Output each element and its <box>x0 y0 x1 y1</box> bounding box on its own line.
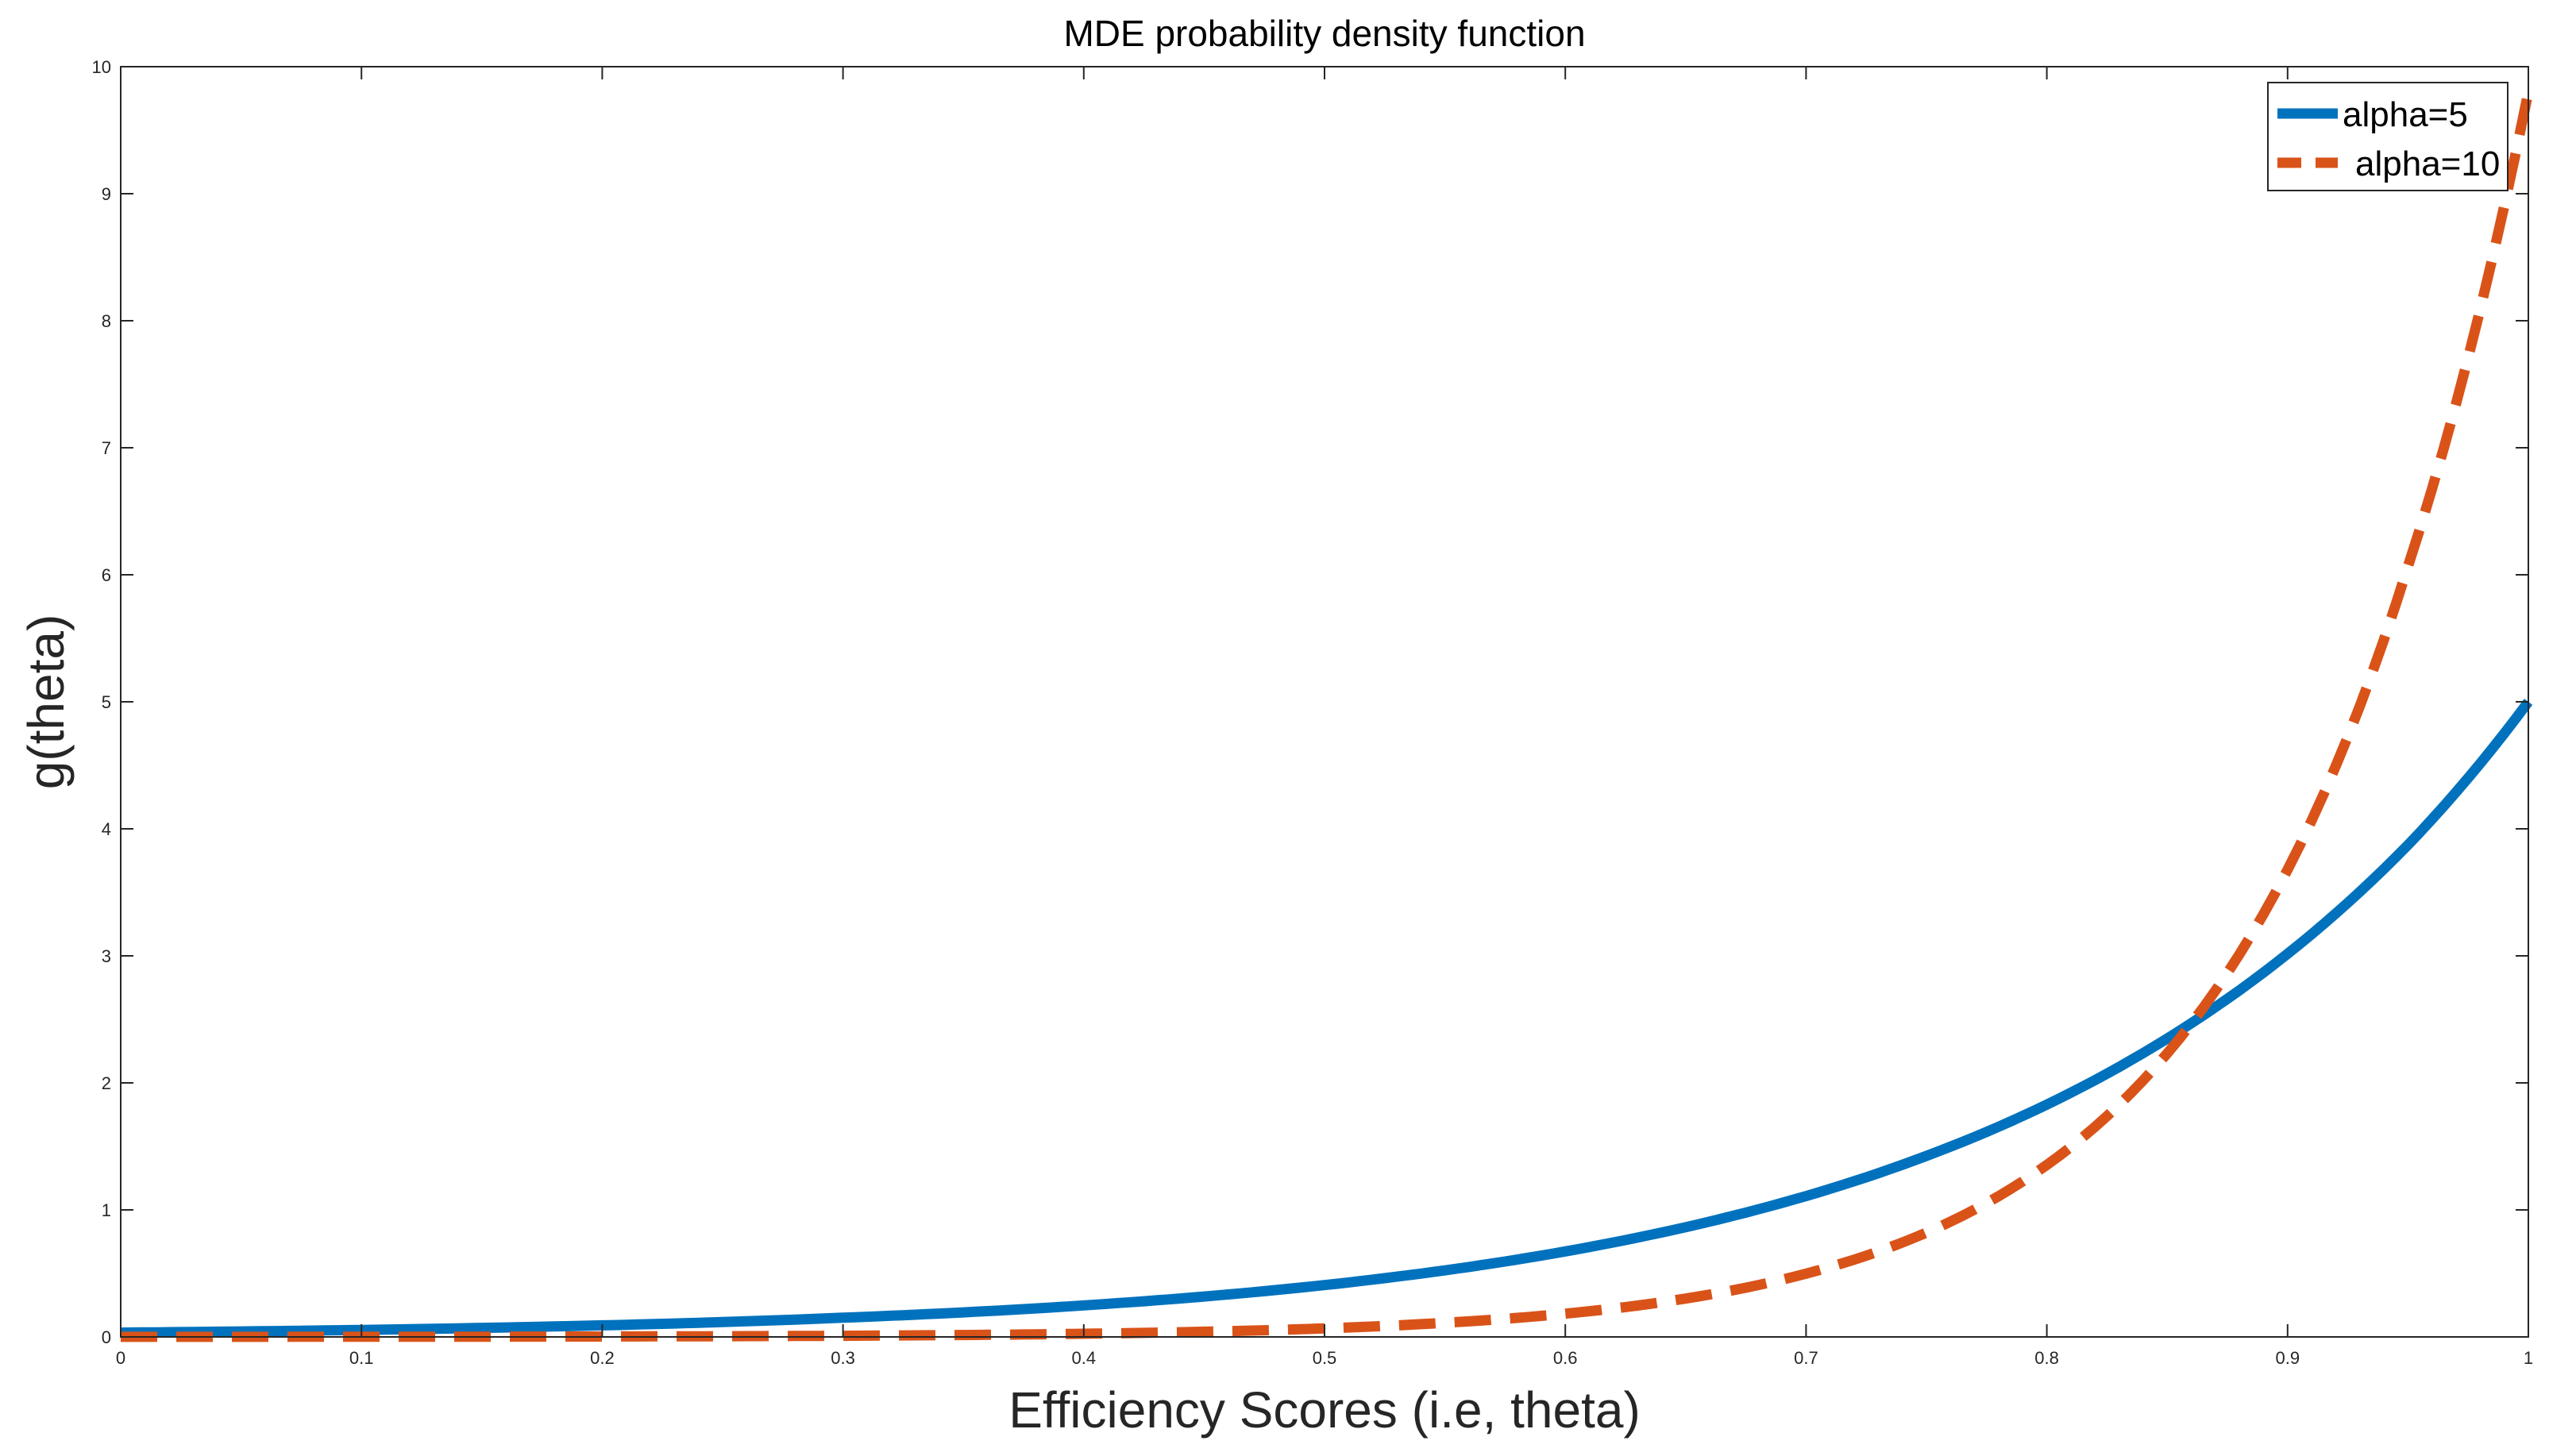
y-axis-label: g(theta) <box>17 614 75 790</box>
y-tick-label: 1 <box>102 1200 111 1220</box>
x-tick-label: 0.9 <box>2276 1348 2300 1368</box>
legend-label-alpha-5: alpha=5 <box>2343 95 2468 134</box>
y-tick-label: 7 <box>102 438 111 458</box>
y-tick-label: 0 <box>102 1327 111 1347</box>
y-tick-label: 2 <box>102 1073 111 1093</box>
y-tick-label: 3 <box>102 946 111 966</box>
x-tick-label: 0.1 <box>349 1348 374 1368</box>
y-tick-label: 9 <box>102 184 111 204</box>
x-tick-label: 0.2 <box>590 1348 615 1368</box>
chart-title: MDE probability density function <box>1063 13 1585 54</box>
y-tick-label: 5 <box>102 692 111 712</box>
x-tick-label: 0.4 <box>1072 1348 1097 1368</box>
plot-area <box>121 67 2528 1337</box>
y-tick-label: 4 <box>102 819 111 839</box>
x-tick-label: 0.8 <box>2034 1348 2059 1368</box>
y-tick-label: 8 <box>102 311 111 331</box>
x-tick-label: 0 <box>116 1348 125 1368</box>
legend-label-alpha-10: alpha=10 <box>2355 144 2500 183</box>
x-tick-label: 1 <box>2524 1348 2533 1368</box>
x-tick-label: 0.3 <box>831 1348 855 1368</box>
x-tick-label: 0.7 <box>1794 1348 1818 1368</box>
legend: alpha=5 alpha=10 <box>2267 82 2509 191</box>
plot-frame <box>120 66 2529 1338</box>
ticks-layer: 0 0.1 0.2 0.3 0.4 0.5 0.6 0.7 0.8 0.9 101234567891… <box>92 57 2534 1368</box>
x-tick-label: 0.6 <box>1553 1348 1578 1368</box>
series-line-alpha-5 <box>120 699 2533 1339</box>
y-tick-label: 6 <box>102 565 111 585</box>
x-axis-label: Efficiency Scores (i.e, theta) <box>1008 1381 1641 1439</box>
y-tick-label: 10 <box>92 57 111 77</box>
legend-box <box>2267 82 2509 191</box>
x-tick-label: 0.5 <box>1313 1348 1337 1368</box>
